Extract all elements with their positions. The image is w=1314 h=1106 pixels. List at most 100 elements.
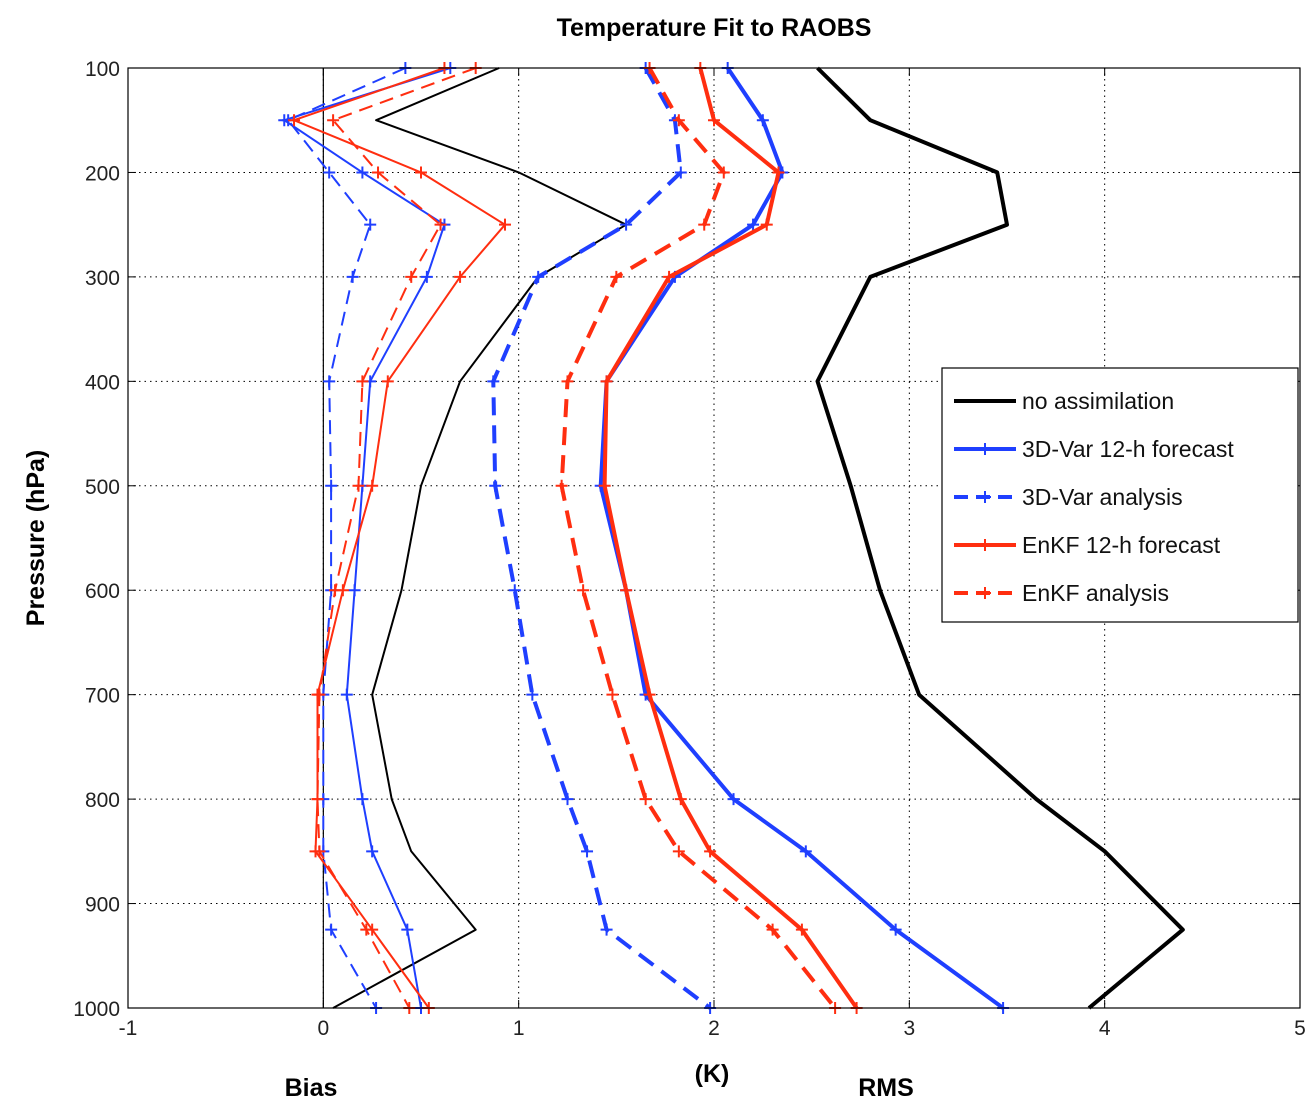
point-enkf-analysis-bias [327,114,340,127]
point-enkf-analysis-rms [672,845,685,858]
y-tick-label: 500 [85,476,120,499]
point-enkf-12-h-forecast-rms [598,479,611,492]
y-tick-label: 100 [85,58,120,81]
legend-item: EnKF 12-h forecast [954,532,1221,558]
point-enkf-analysis-rms [610,270,623,283]
y-axis-label: Pressure (hPa) [22,450,50,626]
point-enkf-analysis-rms [577,584,590,597]
point-3d-var-analysis-rms [508,584,521,597]
y-tick-label: 600 [85,580,120,603]
point-enkf-12-h-forecast-rms [600,375,613,388]
point-3d-var-analysis-rms [489,479,502,492]
point-enkf-analysis-rms [561,375,574,388]
legend-marker [979,443,991,455]
point-3d-var-analysis-rms [620,218,633,231]
x-tick-label: -1 [119,1017,138,1040]
legend-item: no assimilation [954,388,1174,414]
point-enkf-analysis-rms [698,218,711,231]
y-tick-labels: 100 200 300 400 500 600 700 800 900 1000 [73,58,1300,1021]
y-tick-label: 800 [85,789,120,812]
point-enkf-12-h-forecast-rms [643,688,656,701]
point-3d-var-12-h-forecast-rms [756,114,769,127]
point-enkf-analysis-rms [672,114,685,127]
x-tick-label: 5 [1294,1017,1306,1040]
point-enkf-analysis-bias [372,166,385,179]
point-enkf-analysis-bias [313,688,326,701]
legend-label: no assimilation [1022,388,1174,414]
point-3d-var-analysis-rms [581,845,594,858]
point-3d-var-12-h-forecast-bias [348,584,361,597]
point-enkf-12-h-forecast-bias [288,114,301,127]
point-3d-var-12-h-forecast-bias [340,688,353,701]
series-enkf-analysis-rms [555,62,842,1014]
x-axis-label-units: (K) [695,1060,730,1088]
line-no-assimilation-rms [815,66,1185,1010]
x-tick-label: 4 [1099,1017,1111,1040]
x-tick-label: 2 [708,1017,720,1040]
point-3d-var-12-h-forecast-bias [356,166,369,179]
x-tick-label: 0 [317,1017,329,1040]
point-3d-var-analysis-bias [325,479,338,492]
point-3d-var-analysis-bias [364,218,377,231]
y-tick-label: 900 [85,894,120,917]
point-enkf-12-h-forecast-rms [795,923,808,936]
point-3d-var-12-h-forecast-bias [366,845,379,858]
point-enkf-analysis-bias [352,479,365,492]
x-axis-label-bias: Bias [285,1074,338,1102]
point-enkf-12-h-forecast-bias [454,270,467,283]
legend-label: 3D-Var analysis [1022,484,1183,510]
series-enkf-12-h-forecast-rms [598,62,863,1014]
y-tick-label: 1000 [73,998,120,1021]
legend-item: 3D-Var analysis [954,484,1183,510]
y-tick-label: 200 [85,162,120,185]
point-enkf-analysis-rms [717,166,730,179]
x-tick-labels: -1 0 1 2 3 4 5 [119,68,1306,1040]
legend-label: 3D-Var 12-h forecast [1022,436,1234,462]
point-3d-var-12-h-forecast-bias [420,270,433,283]
legend-label: EnKF 12-h forecast [1022,532,1221,558]
x-axis-label-rms: RMS [858,1074,914,1102]
series-enkf-analysis-bias [311,62,482,1014]
point-3d-var-analysis-rms [561,793,574,806]
point-enkf-analysis-bias [329,584,342,597]
point-enkf-12-h-forecast-bias [381,375,394,388]
point-3d-var-analysis-bias [346,270,359,283]
point-enkf-12-h-forecast-rms [674,793,687,806]
point-3d-var-12-h-forecast-bias [401,923,414,936]
y-tick-label: 700 [85,685,120,708]
series-no-assimilation-rms [815,66,1185,1010]
point-3d-var-analysis-rms [674,166,687,179]
y-tick-label: 400 [85,371,120,394]
point-3d-var-analysis-bias [323,166,336,179]
point-3d-var-12-h-forecast-rms [727,793,740,806]
line-no-assimilation-bias [332,67,628,1009]
legend-marker [979,539,991,551]
legend-box [941,367,1299,623]
point-enkf-12-h-forecast-bias [415,166,427,179]
point-enkf-analysis-rms [766,923,779,936]
legend-item: EnKF analysis [954,580,1169,606]
point-3d-var-12-h-forecast-rms [747,218,760,231]
legend: no assimilation 3D-Var 12-h forecast 3D-Va… [941,367,1299,623]
point-enkf-analysis-bias [434,218,447,231]
point-3d-var-analysis-rms [487,375,500,388]
point-3d-var-analysis-rms [532,270,545,283]
point-3d-var-analysis-bias [323,375,336,388]
point-enkf-analysis-bias [311,793,324,806]
point-3d-var-12-h-forecast-rms [889,923,902,936]
point-enkf-12-h-forecast-rms [760,218,773,231]
x-tick-label: 3 [903,1017,915,1040]
point-enkf-analysis-rms [606,688,619,701]
point-3d-var-analysis-bias [325,923,338,936]
point-3d-var-12-h-forecast-rms [799,845,812,858]
point-enkf-12-h-forecast-bias [366,479,379,492]
legend-marker [979,491,991,503]
point-enkf-12-h-forecast-bias [498,218,511,231]
x-tick-label: 1 [513,1017,525,1040]
y-tick-label: 300 [85,267,120,290]
point-enkf-12-h-forecast-rms [663,270,676,283]
point-3d-var-analysis-rms [600,923,613,936]
point-3d-var-12-h-forecast-bias [356,793,369,806]
point-enkf-12-h-forecast-rms [704,845,717,858]
